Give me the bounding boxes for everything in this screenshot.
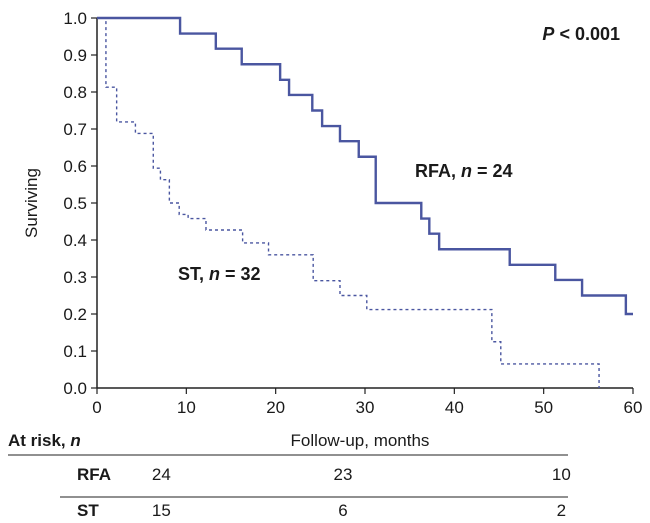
at-risk-value: 2 <box>557 501 566 520</box>
y-axis-title: Surviving <box>22 168 41 238</box>
y-tick-label: 0.7 <box>63 120 87 139</box>
at-risk-header: At risk, n <box>8 431 81 450</box>
at-risk-table: At risk, n RFA 24 23 10 ST 15 6 2 <box>8 431 571 520</box>
at-risk-row-label-st: ST <box>77 501 99 520</box>
y-tick-label: 0.4 <box>63 231 87 250</box>
at-risk-value: 24 <box>152 465 171 484</box>
p-value-label: P < 0.001 <box>542 24 620 44</box>
series-label-st: ST, n = 32 <box>178 264 261 284</box>
series-label-rfa: RFA, n = 24 <box>415 161 513 181</box>
x-axis-title: Follow-up, months <box>291 431 430 450</box>
x-tick-label: 10 <box>177 398 196 417</box>
y-tick-label: 1.0 <box>63 9 87 28</box>
y-tick-label: 0.8 <box>63 83 87 102</box>
axes: 0.0 0.1 0.2 0.3 0.4 0.5 0.6 0.7 0.8 0.9 1.0 0 10 20 30… <box>22 9 642 450</box>
y-tick-label: 0.9 <box>63 46 87 65</box>
series-line-rfa <box>97 16 633 316</box>
y-tick-label: 0.3 <box>63 268 87 287</box>
x-tick-label: 50 <box>534 398 553 417</box>
x-tick-label: 40 <box>445 398 464 417</box>
at-risk-value: 6 <box>338 501 347 520</box>
annotations: RFA, n = 24 ST, n = 32 P < 0.001 <box>178 24 620 284</box>
y-tick-label: 0.2 <box>63 305 87 324</box>
at-risk-value: 10 <box>552 465 571 484</box>
x-tick-label: 30 <box>356 398 375 417</box>
y-tick-label: 0.5 <box>63 194 87 213</box>
x-tick-label: 60 <box>624 398 643 417</box>
y-tick-label: 0.1 <box>63 342 87 361</box>
x-tick-label: 20 <box>266 398 285 417</box>
y-tick-label: 0.0 <box>63 379 87 398</box>
x-tick-label: 0 <box>92 398 101 417</box>
series-line-st <box>97 17 600 388</box>
at-risk-value: 23 <box>334 465 353 484</box>
series-lines <box>97 16 633 388</box>
at-risk-value: 15 <box>152 501 171 520</box>
y-tick-label: 0.6 <box>63 157 87 176</box>
at-risk-row-label-rfa: RFA <box>77 465 111 484</box>
